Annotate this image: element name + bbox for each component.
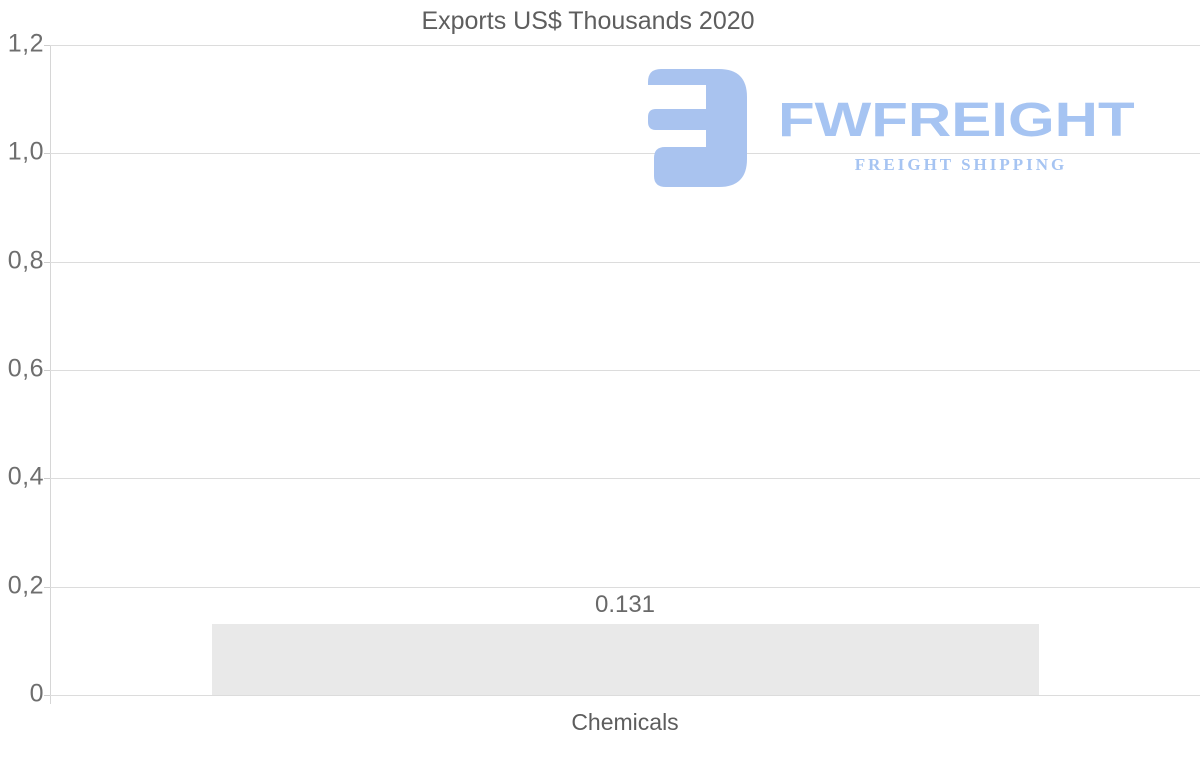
logo-brand-text: FWFREIGHT <box>778 94 1135 147</box>
gridline-0,6 <box>50 370 1200 371</box>
gridline-0,8 <box>50 261 1200 263</box>
bar-chemicals[interactable] <box>211 624 1039 695</box>
y-tick-1,2 <box>44 45 50 46</box>
gridline-1,2 <box>50 45 1200 46</box>
y-tick-1,0 <box>44 153 50 155</box>
x-category-label: Chemicals <box>571 709 679 735</box>
y-axis-label-0: 0 <box>29 679 44 708</box>
y-tick-0,2 <box>44 586 50 588</box>
gridline-0,4 <box>50 478 1200 480</box>
y-tick-0,8 <box>44 261 50 263</box>
y-axis-line <box>50 45 51 704</box>
y-tick-0,4 <box>44 478 50 480</box>
logo-tagline-text: FREIGHT SHIPPING <box>854 155 1068 174</box>
y-axis-label-0,2: 0,2 <box>7 570 44 599</box>
y-tick-0,6 <box>44 370 50 371</box>
y-tick-0 <box>44 695 50 696</box>
y-axis-label-0,8: 0,8 <box>7 245 44 274</box>
gridline-1,0 <box>50 153 1200 155</box>
fwfreight-watermark: FWFREIGHT FREIGHT SHIPPING <box>648 68 1144 190</box>
fwfreight-logo-icon <box>648 69 747 187</box>
y-axis-label-1,0: 1,0 <box>7 137 44 166</box>
logo-text-block: FWFREIGHT FREIGHT SHIPPING <box>778 97 1144 175</box>
bar-value-label: 0.131 <box>594 591 656 619</box>
gridline-0 <box>50 695 1200 696</box>
y-axis-label-0,6: 0,6 <box>7 354 44 383</box>
y-axis-label-0,4: 0,4 <box>7 462 44 491</box>
y-axis-label-1,2: 1,2 <box>7 29 44 58</box>
chart-title: Exports US$ Thousands 2020 <box>421 7 755 35</box>
gridline-0,2 <box>50 586 1200 588</box>
